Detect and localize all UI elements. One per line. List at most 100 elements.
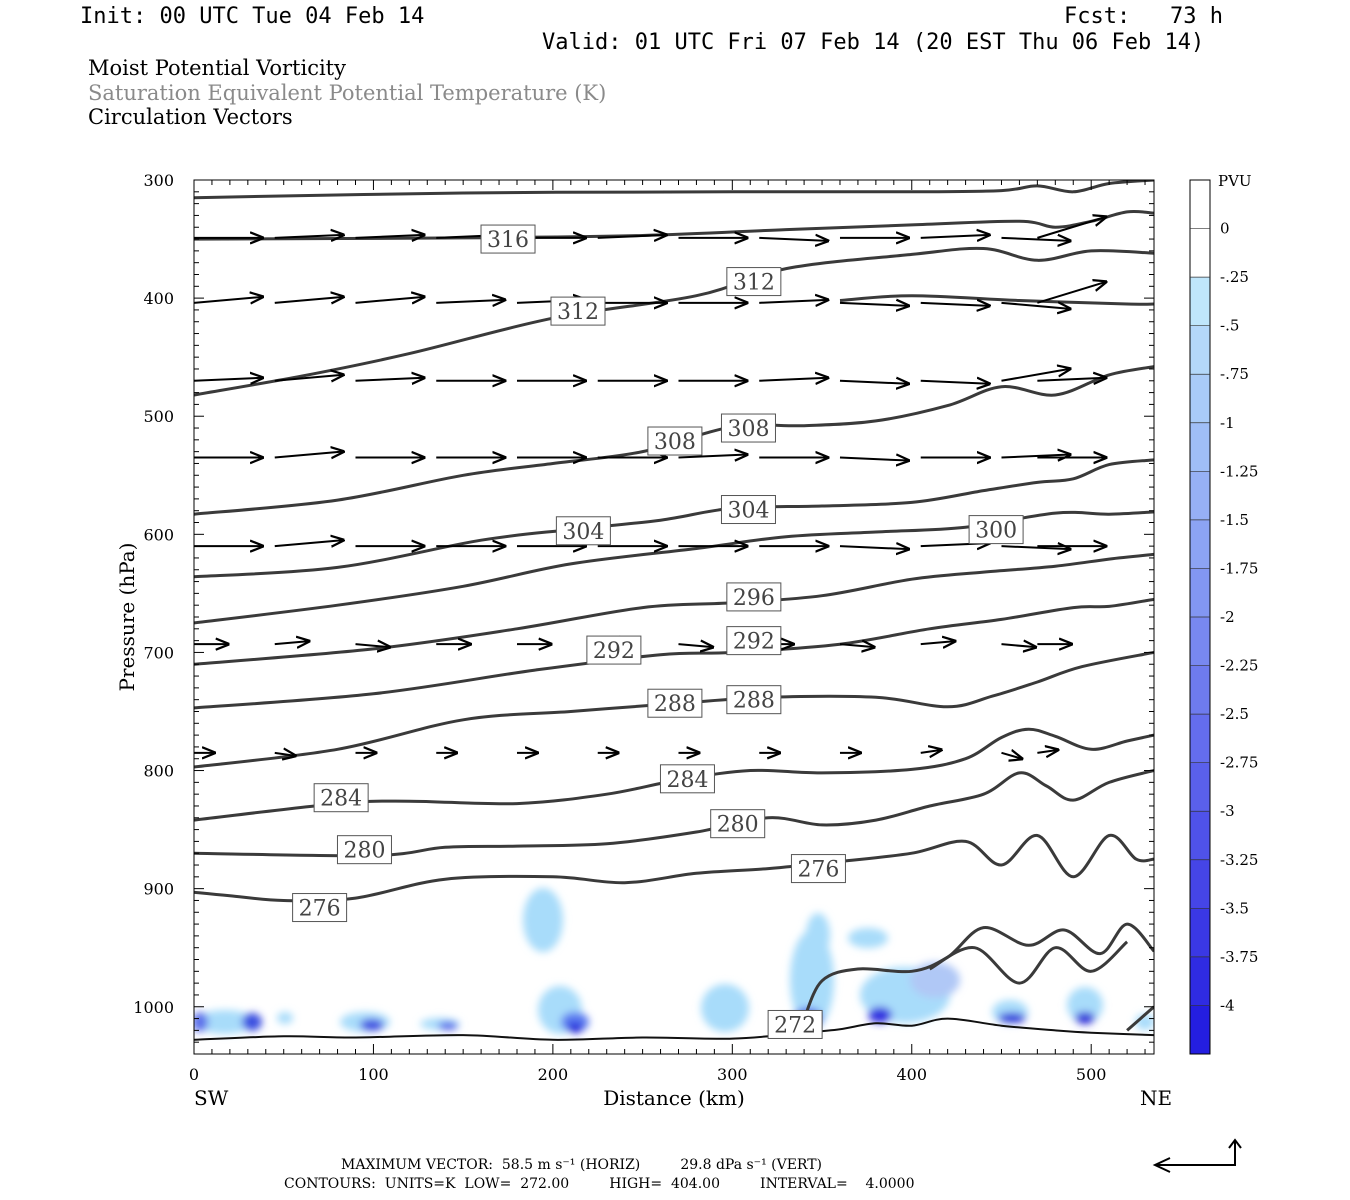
y-tick-label: 400 xyxy=(143,289,174,308)
circulation-vector xyxy=(194,297,263,303)
contour-label: 288 xyxy=(654,692,696,717)
colorbar-swatch xyxy=(1190,665,1210,715)
circulation-vector xyxy=(678,455,747,458)
mpv-area xyxy=(998,1013,1026,1023)
x-tick-label: 400 xyxy=(896,1065,927,1084)
mpv-area xyxy=(806,913,830,957)
colorbar-label: -2.25 xyxy=(1220,657,1258,675)
x-tick-label: 300 xyxy=(717,1065,748,1084)
y-axis-title: Pressure (hPa) xyxy=(115,543,139,692)
colorbar-label: -3 xyxy=(1220,802,1235,820)
circulation-vector xyxy=(920,235,990,238)
theta-es-contour xyxy=(194,552,1154,666)
circulation-vector xyxy=(920,303,990,306)
circulation-vector xyxy=(1153,301,1154,303)
contour-label-box xyxy=(647,426,703,456)
colorbar-label: -3.25 xyxy=(1220,851,1258,869)
colorbar-title: PVU xyxy=(1218,172,1252,190)
circulation-vector xyxy=(1037,378,1106,381)
circulation-vector xyxy=(1001,546,1070,549)
colorbar-swatch xyxy=(1190,1005,1210,1055)
legend-theta-es: Saturation Equivalent Potential Temperat… xyxy=(88,81,607,105)
circulation-vector xyxy=(1037,282,1106,304)
circulation-vector xyxy=(274,641,309,644)
forecast-hour: Fcst: 73 h xyxy=(1064,4,1223,29)
contour-label: 276 xyxy=(797,858,839,883)
colorbar-swatch xyxy=(1190,519,1210,569)
circulation-vector xyxy=(759,378,828,381)
y-tick-label: 700 xyxy=(143,643,174,662)
circulation-vector xyxy=(1001,753,1022,759)
valid-time: Valid: 01 UTC Fri 07 Feb 14 (20 EST Thu … xyxy=(542,30,1205,55)
theta-es-contour xyxy=(1126,1005,1154,1032)
max-vector-footnote: MAXIMUM VECTOR: 58.5 m s⁻¹ (HORIZ) 29.8 … xyxy=(341,1157,823,1173)
circulation-vector xyxy=(839,381,909,384)
circulation-vector xyxy=(355,297,424,303)
mpv-area xyxy=(360,1019,384,1031)
contour-label: 292 xyxy=(593,639,635,664)
x-axis-title: Distance (km) xyxy=(603,1086,745,1110)
circulation-vector xyxy=(597,235,667,238)
circulation-vector xyxy=(920,641,955,644)
circulation-vector xyxy=(759,300,828,303)
colorbar-swatch xyxy=(1190,859,1210,909)
colorbar-label: -.75 xyxy=(1220,365,1249,383)
contour-label-box xyxy=(726,685,782,715)
contour-label-box xyxy=(790,854,846,884)
circulation-vector xyxy=(920,381,990,384)
circulation-vector xyxy=(759,238,828,241)
contour-label-box xyxy=(767,1009,823,1039)
colorbar-label: -.25 xyxy=(1220,268,1249,286)
contour-label: 300 xyxy=(975,519,1017,544)
circulation-vector xyxy=(1037,750,1058,753)
contour-label: 284 xyxy=(320,787,362,812)
circulation-vector xyxy=(1001,644,1035,647)
contour-label: 272 xyxy=(774,1013,816,1038)
mpv-area xyxy=(701,984,749,1032)
contour-label: 284 xyxy=(666,768,708,793)
mpv-shading xyxy=(194,888,1154,1034)
y-tick-label: 600 xyxy=(143,525,174,544)
colorbar-swatch xyxy=(1190,277,1210,327)
theta-es-contour xyxy=(839,294,1154,306)
circulation-vector xyxy=(355,644,389,647)
colorbar-label: -3.75 xyxy=(1220,948,1258,966)
circulation-vector xyxy=(274,375,344,381)
colorbar-label: -2.75 xyxy=(1220,754,1258,772)
circulation-vector xyxy=(839,303,909,306)
colorbar-swatch xyxy=(1190,956,1210,1006)
contour-labels: 316 312 312 308 308 304 304 300 296 292 292 288 288 2… xyxy=(292,224,1024,1039)
reference-vector-icon xyxy=(1152,1138,1242,1173)
sw-label: SW xyxy=(194,1086,229,1110)
contour-label: 304 xyxy=(562,520,604,545)
circulation-vector xyxy=(1037,217,1106,239)
x-tick-label: 500 xyxy=(1076,1065,1107,1084)
circulation-vector xyxy=(194,378,263,381)
mpv-area xyxy=(242,1013,262,1031)
contour-label-box xyxy=(586,635,642,665)
contour-label-box xyxy=(968,515,1024,545)
colorbar-swatch xyxy=(1190,714,1210,764)
colorbar-label: 0 xyxy=(1220,220,1230,238)
mpv-area xyxy=(1075,1012,1095,1024)
y-tick-label: 900 xyxy=(143,880,174,899)
circulation-vector xyxy=(920,750,942,753)
contour-label-box xyxy=(726,626,782,656)
contour-label: 280 xyxy=(717,813,759,838)
colorbar-label: -1.25 xyxy=(1220,462,1258,480)
circulation-vector xyxy=(839,546,909,549)
x-tick-label: 0 xyxy=(189,1065,199,1084)
mpv-area xyxy=(194,1012,208,1032)
circulation-vector xyxy=(274,235,344,238)
contour-label: 276 xyxy=(299,897,341,922)
contour-label-box xyxy=(726,582,782,612)
mpv-area xyxy=(523,888,563,952)
colorbar-label: -3.5 xyxy=(1220,899,1249,917)
contour-label-box xyxy=(555,516,611,546)
colorbar-label: -1 xyxy=(1220,414,1235,432)
colorbar-label: -1.5 xyxy=(1220,511,1249,529)
theta-es-contour xyxy=(802,922,1154,1020)
contour-label-box xyxy=(726,267,782,297)
x-tick-label: 200 xyxy=(538,1065,569,1084)
